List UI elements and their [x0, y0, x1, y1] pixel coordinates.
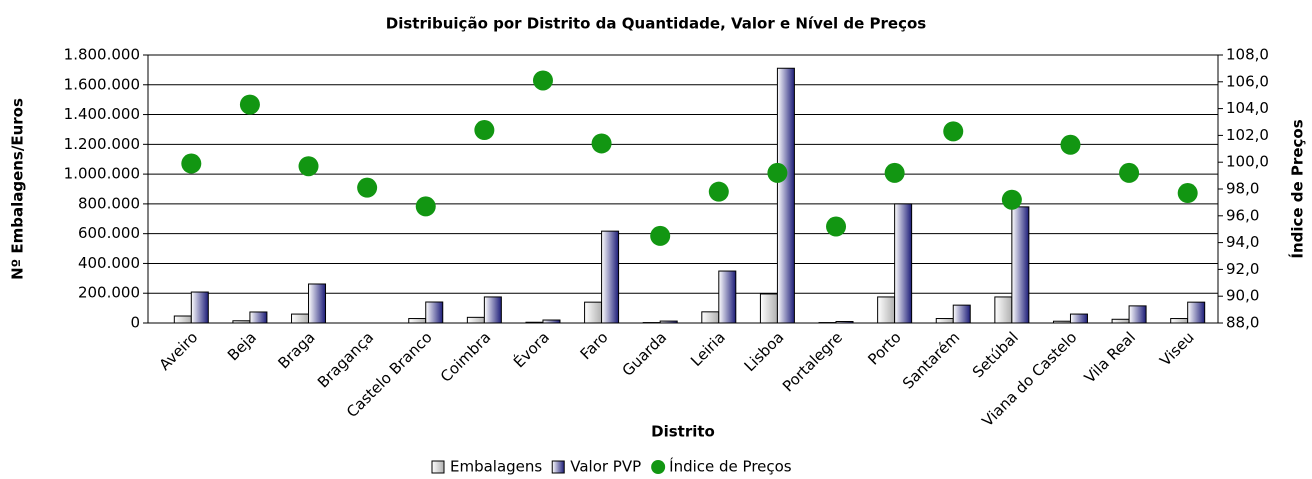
y2-tick-label: 98,0: [1226, 180, 1259, 198]
bar: [718, 270, 737, 324]
bar: [601, 230, 620, 324]
x-tick-label: Beja: [224, 328, 260, 364]
x-axis-title: Distrito: [651, 423, 715, 441]
x-tick-label: Faro: [577, 328, 612, 363]
y2-tick-label: 96,0: [1226, 206, 1259, 224]
point: [298, 156, 319, 177]
legend-swatch: [431, 460, 445, 474]
y-tick-label: 1.000.000: [64, 165, 140, 183]
point: [650, 225, 671, 246]
bar: [466, 316, 485, 324]
bar: [759, 293, 778, 324]
x-tick-label: Porto: [864, 328, 904, 368]
point: [1001, 189, 1022, 210]
y2-tick-label: 108,0: [1226, 46, 1269, 64]
point: [1060, 134, 1081, 155]
y2-tick-label: 88,0: [1226, 314, 1259, 332]
bar: [308, 283, 327, 324]
point: [239, 94, 260, 115]
y-tick-label: 200.000: [78, 284, 140, 302]
bar: [1187, 301, 1206, 324]
x-tick-label: Portalegre: [779, 328, 846, 395]
bar: [701, 311, 720, 324]
point: [884, 162, 905, 183]
point: [357, 177, 378, 198]
point: [708, 181, 729, 202]
y-tick-label: 1.200.000: [64, 135, 140, 153]
point: [181, 153, 202, 174]
legend-label: Valor PVP: [570, 458, 641, 476]
bar: [952, 304, 971, 324]
x-tick-label: Setúbal: [969, 328, 1022, 381]
x-tick-label: Lisboa: [741, 328, 788, 375]
legend-label: Índice de Preços: [669, 457, 792, 476]
bar: [173, 315, 192, 324]
bar: [1069, 313, 1088, 324]
y2-tick-label: 100,0: [1226, 153, 1269, 171]
legend-swatch: [651, 460, 666, 474]
bar: [1011, 206, 1030, 324]
legend-label: Embalagens: [450, 458, 542, 476]
bar: [291, 313, 310, 324]
chart-title: Distribuição por Distrito da Quantidade,…: [386, 15, 927, 33]
x-tick-label: Bragança: [314, 328, 377, 391]
y2-tick-label: 92,0: [1226, 260, 1259, 278]
y2-axis-title: Índice de Preços: [1288, 119, 1307, 258]
bar: [994, 296, 1013, 324]
y-tick-label: 1.800.000: [64, 46, 140, 64]
y-tick-label: 1.600.000: [64, 75, 140, 93]
legend-swatch: [551, 460, 565, 474]
x-tick-label: Leiria: [687, 328, 729, 370]
point: [943, 121, 964, 142]
bar: [249, 311, 268, 324]
bar: [1128, 305, 1147, 324]
x-tick-label: Braga: [274, 328, 318, 372]
point: [474, 120, 495, 141]
point: [532, 70, 553, 91]
point: [1177, 183, 1198, 204]
bar: [1170, 318, 1189, 324]
point: [415, 196, 436, 217]
x-tick-label: Coimbra: [437, 328, 494, 385]
y-tick-label: 1.400.000: [64, 105, 140, 123]
bar: [1111, 318, 1130, 324]
bar: [408, 318, 427, 324]
bar: [584, 301, 603, 324]
y-tick-label: 0: [130, 314, 140, 332]
y2-tick-label: 94,0: [1226, 233, 1259, 251]
y-tick-label: 600.000: [78, 224, 140, 242]
x-tick-label: Aveiro: [156, 328, 202, 374]
bar: [483, 296, 502, 324]
point: [591, 133, 612, 154]
y2-tick-label: 104,0: [1226, 99, 1269, 117]
y-axis-title: Nº Embalagens/Euros: [9, 98, 27, 280]
bar: [935, 318, 954, 324]
point: [767, 162, 788, 183]
bar: [776, 67, 795, 324]
x-tick-label: Vila Real: [1081, 328, 1139, 386]
x-tick-label: Viseu: [1156, 328, 1197, 369]
point: [826, 216, 847, 237]
x-tick-label: Santarém: [899, 328, 963, 392]
y2-tick-label: 106,0: [1226, 72, 1269, 90]
x-tick-label: Guarda: [619, 328, 671, 380]
bar: [425, 301, 444, 324]
x-tick-label: Évora: [509, 328, 553, 372]
y-tick-label: 400.000: [78, 254, 140, 272]
y-tick-label: 800.000: [78, 194, 140, 212]
point: [1119, 162, 1140, 183]
bar: [877, 296, 896, 324]
bar: [894, 203, 913, 324]
y2-tick-label: 102,0: [1226, 126, 1269, 144]
y2-tick-label: 90,0: [1226, 287, 1259, 305]
bar: [190, 291, 209, 324]
